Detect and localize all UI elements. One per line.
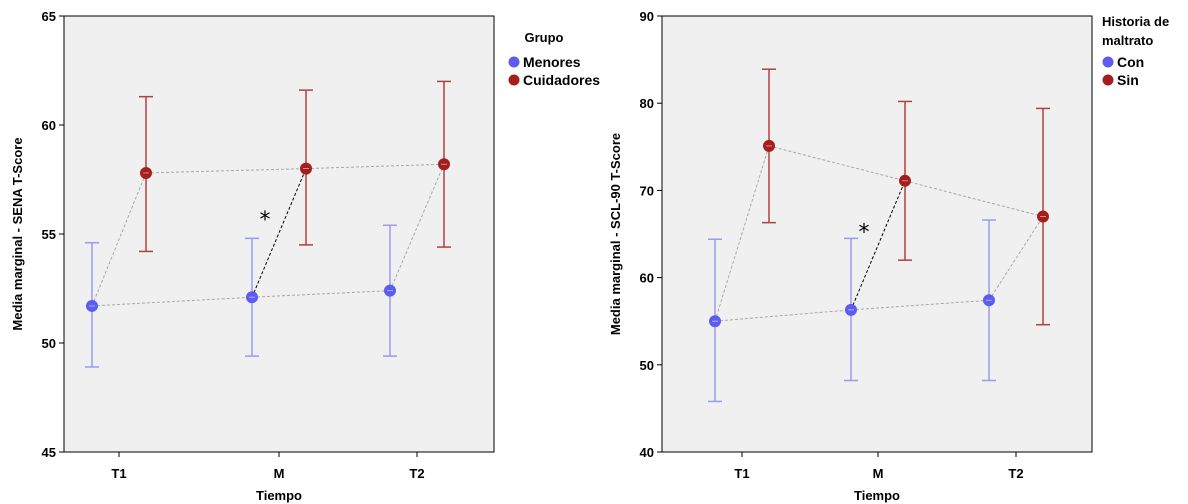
legend-marker-sin [1102, 74, 1114, 86]
legend-title: Historia de [1102, 14, 1169, 29]
legend-marker-con [1102, 56, 1114, 68]
connector-t1 [714, 145, 770, 322]
x-tick-label: M [873, 466, 884, 481]
y-axis-label: Media marginal - SENA T-Score [10, 137, 25, 330]
series-line-Menores [91, 296, 253, 307]
legend-marker-menores [508, 56, 520, 68]
y-tick-label: 50 [640, 358, 654, 373]
legend-title: Grupo [525, 30, 564, 45]
x-tick-label: T1 [111, 466, 126, 481]
connector-t2 [988, 216, 1044, 301]
connector-t2 [389, 164, 445, 291]
x-tick-label: T1 [734, 466, 749, 481]
chart-2: 40 50 60 70 80 90 T1 M T2 Tiempo Media marginal - … [608, 9, 1169, 503]
x-axis-label: Tiempo [256, 488, 302, 503]
chart-1: 45 50 55 60 65 T1 M T2 Tiempo Media marginal - SE… [10, 9, 600, 503]
x-tick-label: T2 [1008, 466, 1023, 481]
y-tick-label: 65 [42, 9, 56, 24]
significance-asterisk: * [260, 208, 271, 233]
x-tick-label: T2 [409, 466, 424, 481]
plot-area [63, 15, 495, 453]
legend-title: maltrato [1102, 33, 1153, 48]
connector-t1 [91, 172, 147, 307]
legend-label-menores: Menores [523, 54, 581, 70]
legend: Historia de maltrato Con Sin [1102, 14, 1169, 88]
y-tick-label: 50 [42, 336, 56, 351]
y-tick-label: 40 [640, 445, 654, 460]
x-tick-label: M [274, 466, 285, 481]
series-line-Con [850, 299, 990, 311]
y-tick-label: 55 [42, 227, 56, 242]
significance-asterisk: * [859, 220, 870, 245]
legend-marker-cuidadores [508, 74, 520, 86]
y-tick-label: 90 [640, 9, 654, 24]
plot-area [661, 15, 1093, 453]
legend-label-sin: Sin [1117, 72, 1139, 88]
y-axis-label: Media marginal - SCL-90 T-Score [608, 133, 623, 335]
significance-connector [850, 180, 906, 311]
series-line-Sin [904, 180, 1044, 218]
x-axis-label: Tiempo [854, 488, 900, 503]
y-tick-label: 60 [42, 118, 56, 133]
significance-connector [251, 168, 307, 298]
legend-label-cuidadores: Cuidadores [523, 72, 600, 88]
series-line-Con [714, 309, 852, 322]
y-tick-label: 60 [640, 271, 654, 286]
y-tick-label: 70 [640, 183, 654, 198]
y-tick-label: 80 [640, 96, 654, 111]
legend-label-con: Con [1117, 54, 1144, 70]
series-line-Cuidadores [305, 163, 445, 170]
y-tick-label: 45 [42, 445, 56, 460]
series-line-Sin [768, 145, 906, 182]
series-line-Cuidadores [145, 168, 307, 174]
legend: Grupo Menores Cuidadores [508, 30, 600, 88]
series-line-Menores [251, 290, 391, 298]
